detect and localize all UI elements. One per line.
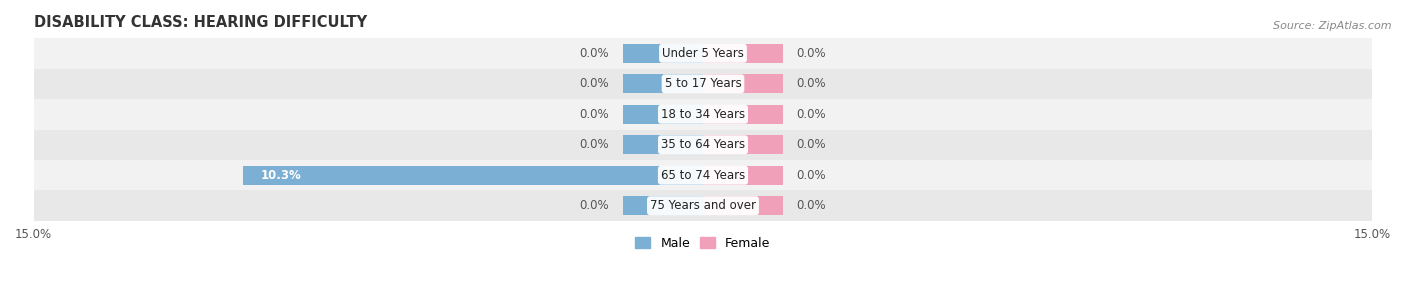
Bar (34, 190, 1372, 221)
Text: 10.3%: 10.3% (262, 169, 302, 182)
Text: 0.0%: 0.0% (579, 77, 609, 90)
Bar (623, 74, 703, 93)
Bar (703, 135, 783, 154)
Text: 0.0%: 0.0% (579, 138, 609, 151)
Text: 0.0%: 0.0% (579, 199, 609, 212)
Bar (703, 105, 783, 124)
Bar (34, 38, 1372, 69)
Bar (34, 99, 1372, 129)
Bar (34, 129, 1372, 160)
Text: 0.0%: 0.0% (797, 47, 827, 60)
Text: 0.0%: 0.0% (797, 199, 827, 212)
Text: 0.0%: 0.0% (797, 138, 827, 151)
Bar (34, 160, 1372, 190)
Bar (623, 196, 703, 215)
Bar (623, 135, 703, 154)
Text: 5 to 17 Years: 5 to 17 Years (665, 77, 741, 90)
Text: 0.0%: 0.0% (797, 77, 827, 90)
Bar (703, 166, 783, 185)
Text: 0.0%: 0.0% (797, 108, 827, 121)
Text: 0.0%: 0.0% (579, 47, 609, 60)
Bar (703, 44, 783, 63)
Text: Source: ZipAtlas.com: Source: ZipAtlas.com (1274, 21, 1392, 32)
Text: 75 Years and over: 75 Years and over (650, 199, 756, 212)
Legend: Male, Female: Male, Female (630, 232, 776, 255)
Bar (703, 196, 783, 215)
Text: 0.0%: 0.0% (797, 169, 827, 182)
Bar (623, 105, 703, 124)
Bar (703, 74, 783, 93)
Text: 35 to 64 Years: 35 to 64 Years (661, 138, 745, 151)
Text: Under 5 Years: Under 5 Years (662, 47, 744, 60)
Bar (623, 44, 703, 63)
Text: 18 to 34 Years: 18 to 34 Years (661, 108, 745, 121)
Text: 65 to 74 Years: 65 to 74 Years (661, 169, 745, 182)
Bar (34, 69, 1372, 99)
Bar (243, 166, 703, 185)
Text: 0.0%: 0.0% (579, 108, 609, 121)
Text: DISABILITY CLASS: HEARING DIFFICULTY: DISABILITY CLASS: HEARING DIFFICULTY (34, 15, 367, 30)
